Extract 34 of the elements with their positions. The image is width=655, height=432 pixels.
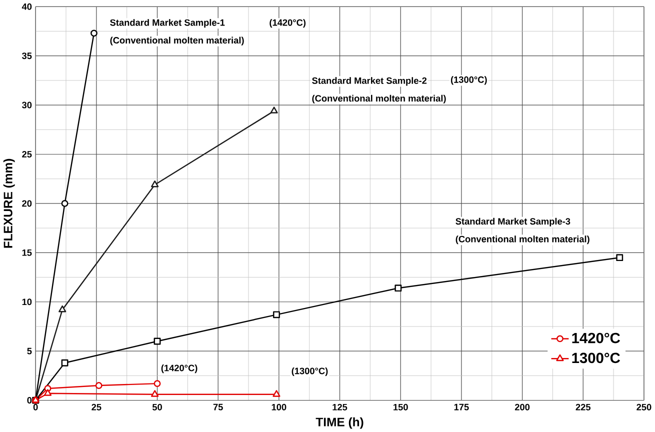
x-tick-label: 100: [272, 404, 286, 410]
x-tick-label: 200: [514, 404, 530, 410]
x-tick-label: 250: [636, 404, 652, 410]
x-tick-label: 25: [92, 404, 102, 410]
y-tick-label: 5: [27, 348, 32, 354]
x-axis-title: TIME (h): [316, 417, 364, 429]
annotation: Standard Market Sample-3: [456, 218, 570, 226]
y-axis-title: FLEXURE (mm): [3, 158, 15, 248]
y-tick-label: 10: [22, 298, 32, 306]
x-tick-label: 75: [213, 404, 223, 410]
x-tick-label: 0: [33, 404, 38, 410]
annotation: (1420°C): [270, 19, 306, 28]
legend-label: 1420°C: [572, 332, 620, 344]
y-tick-label: 40: [22, 3, 32, 10]
legend-label: 1300°C: [572, 352, 620, 364]
annotation: Standard Market Sample-1: [110, 19, 225, 28]
y-tick-label: 15: [22, 249, 32, 256]
annotation: (Conventional molten material): [312, 94, 446, 104]
x-tick-label: 150: [394, 404, 408, 410]
y-tick-label: 35: [22, 52, 32, 60]
annotation: (Conventional molten material): [456, 236, 590, 244]
annotation: (Conventional molten material): [110, 36, 244, 46]
y-tick-label: 20: [22, 200, 32, 207]
y-tick-label: 0: [27, 396, 32, 404]
annotation: (1300°C): [450, 76, 487, 85]
annotation: Standard Market Sample-2: [312, 77, 427, 86]
y-tick-label: 30: [22, 102, 32, 108]
annotation: (1420°C): [161, 364, 198, 373]
x-tick-label: 50: [152, 404, 162, 410]
annotation: (1300°C): [292, 367, 328, 376]
x-tick-label: 125: [332, 404, 348, 410]
x-tick-label: 225: [576, 404, 591, 410]
y-tick-label: 25: [22, 150, 32, 158]
x-tick-label: 175: [454, 404, 469, 410]
